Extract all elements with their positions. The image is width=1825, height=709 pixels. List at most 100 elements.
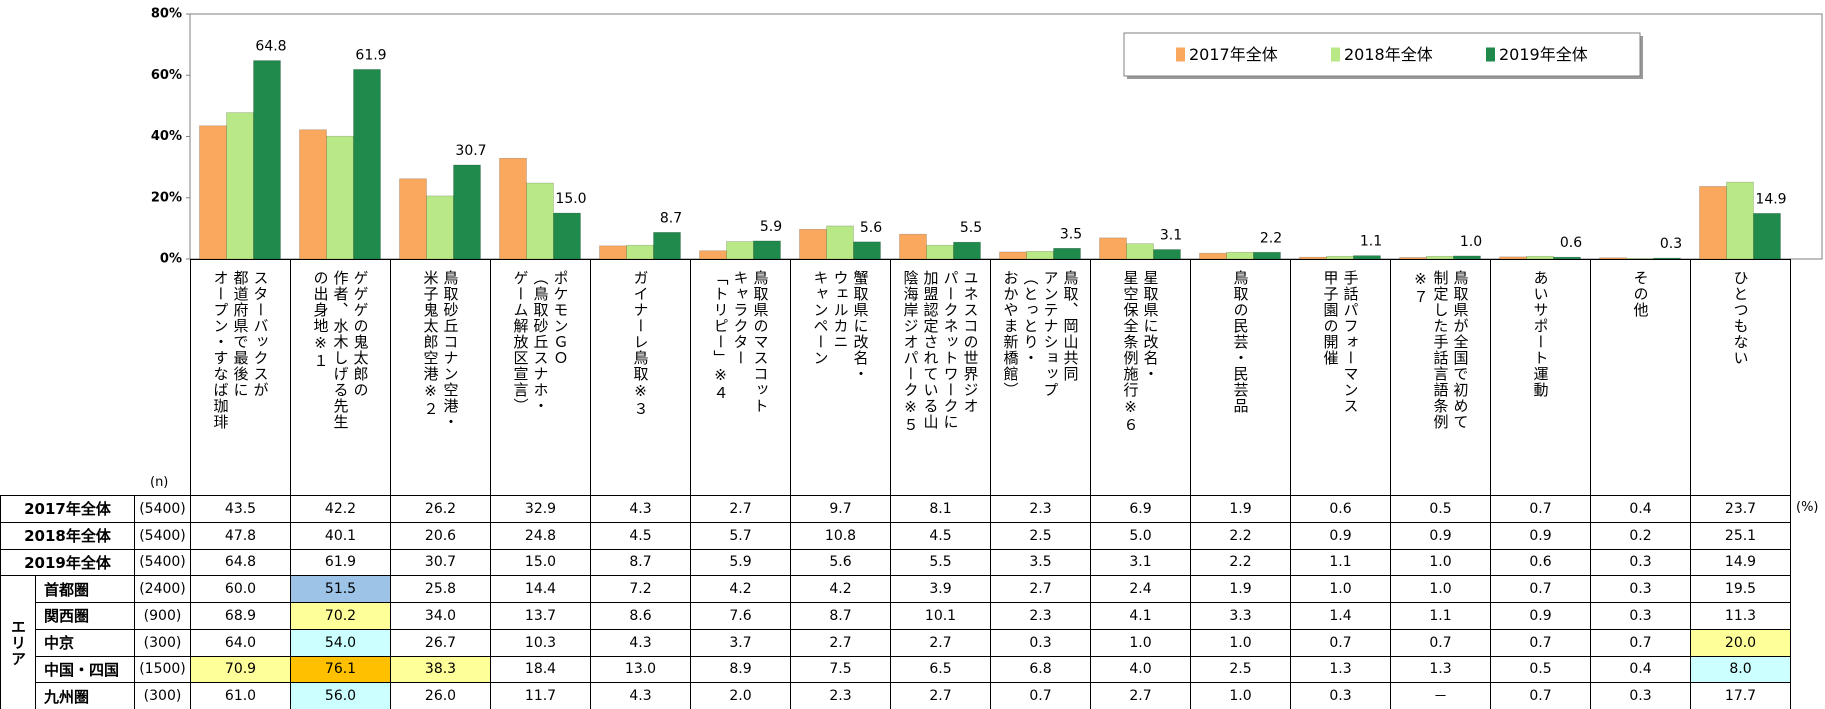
- bar: [326, 135, 354, 260]
- data-label: 0.3: [1660, 236, 1682, 252]
- table-cell: 70.2: [290, 602, 391, 630]
- category-label: ゲゲゲの鬼太郎の 作者、水木しげる先生 の出身地※１: [311, 270, 370, 430]
- row-label: 首都圏: [35, 575, 135, 603]
- table-cell: 14.4: [490, 575, 591, 603]
- legend-label: 2017年全体: [1189, 45, 1278, 64]
- table-cell: 64.8: [190, 548, 291, 577]
- y-tick-label: 40%: [151, 129, 182, 144]
- table-cell: 8.7: [590, 548, 691, 577]
- table-cell: 2.7: [1090, 682, 1191, 709]
- table-cell: 0.7: [1590, 628, 1691, 657]
- data-label: 30.7: [455, 143, 486, 159]
- bar: [399, 178, 427, 260]
- bar: [953, 241, 981, 260]
- y-tick-label: 0%: [160, 252, 182, 267]
- table-cell: 2.7: [890, 682, 991, 709]
- table-cell: 2.7: [990, 575, 1091, 603]
- y-tick-label: 60%: [151, 68, 182, 83]
- table-cell: 2.5: [990, 521, 1091, 550]
- table-cell: 42.2: [290, 495, 391, 523]
- bar: [626, 244, 654, 260]
- category-header: ひとつもない: [1690, 259, 1791, 496]
- table-cell: 1.4: [1290, 602, 1391, 630]
- table-cell: 23.7: [1690, 495, 1791, 523]
- table-cell: 70.9: [190, 655, 291, 684]
- table-cell: 1.0: [1190, 628, 1291, 657]
- table-cell: 0.7: [1290, 628, 1391, 657]
- table-cell: 0.9: [1490, 521, 1591, 550]
- table-cell: 14.9: [1690, 548, 1791, 577]
- table-cell: 8.1: [890, 495, 991, 523]
- row-label: 2017年全体: [0, 495, 135, 523]
- table-cell: 0.7: [1490, 628, 1591, 657]
- table-cell: 0.2: [1590, 521, 1691, 550]
- bar: [1053, 247, 1081, 260]
- table-cell: 0.6: [1490, 548, 1591, 577]
- table-cell: 0.3: [1590, 682, 1691, 709]
- bar: [1099, 237, 1127, 260]
- bar: [553, 212, 581, 260]
- table-cell: 0.3: [1590, 575, 1691, 603]
- table-cell: 1.9: [1190, 495, 1291, 523]
- bar: [1126, 243, 1154, 260]
- bar: [1153, 249, 1181, 260]
- table-cell: 3.1: [1090, 548, 1191, 577]
- data-label: 5.6: [860, 220, 882, 236]
- table-cell: 6.8: [990, 655, 1091, 684]
- data-label: 0.6: [1560, 235, 1582, 251]
- legend-label: 2019年全体: [1499, 45, 1588, 64]
- data-label: 5.5: [960, 220, 982, 236]
- category-label: 鳥取砂丘コナン空港・ 米子鬼太郎空港※２: [421, 270, 460, 430]
- table-cell: 30.7: [390, 548, 491, 577]
- table-cell: 4.3: [590, 682, 691, 709]
- category-header: 蟹取県に改名・ ウェルカニ キャンペーン: [790, 259, 891, 496]
- table-cell: 0.4: [1590, 495, 1691, 523]
- bar: [853, 241, 881, 260]
- bar: [1753, 213, 1781, 260]
- table-cell: 4.2: [690, 575, 791, 603]
- table-cell: 17.7: [1690, 682, 1791, 709]
- bar: [453, 164, 481, 260]
- bar: [753, 240, 781, 260]
- table-cell: 34.0: [390, 602, 491, 630]
- legend-label: 2018年全体: [1344, 45, 1433, 64]
- table-cell: 64.0: [190, 628, 291, 657]
- category-header: 鳥取県のマスコット キャラクター 「トリピー」※４: [690, 259, 791, 496]
- table-cell: 20.0: [1690, 628, 1791, 657]
- bar: [1653, 257, 1681, 260]
- bar: [199, 125, 227, 260]
- table-cell: 3.3: [1190, 602, 1291, 630]
- table-cell: 0.7: [1490, 495, 1591, 523]
- bar: [499, 157, 527, 260]
- row-n: (300): [134, 682, 191, 709]
- category-label: ひとつもない: [1731, 270, 1750, 366]
- category-label: 鳥取県のマスコット キャラクター 「トリピー」※４: [711, 270, 770, 414]
- table-cell: 3.5: [990, 548, 1091, 577]
- table-cell: 51.5: [290, 575, 391, 603]
- table-cell: 1.0: [1390, 575, 1491, 603]
- bar: [226, 112, 254, 260]
- bar: [426, 195, 454, 260]
- table-cell: 10.8: [790, 521, 891, 550]
- category-label: スターバックスが 都道府県で最後に オープン・すなば珈琲: [211, 270, 270, 430]
- category-label: ポケモンＧＯ （鳥取砂丘スナホ・ ゲーム解放区宣言）: [511, 270, 570, 414]
- bar: [999, 251, 1027, 260]
- table-cell: 25.1: [1690, 521, 1791, 550]
- table-cell: 4.5: [890, 521, 991, 550]
- table-cell: 61.9: [290, 548, 391, 577]
- bar: [299, 129, 327, 260]
- bar: [253, 60, 281, 260]
- table-cell: 4.3: [590, 495, 691, 523]
- table-cell: 2.3: [990, 602, 1091, 630]
- table-cell: 68.9: [190, 602, 291, 630]
- table-cell: 61.0: [190, 682, 291, 709]
- table-cell: 2.2: [1190, 521, 1291, 550]
- table-cell: 1.3: [1390, 655, 1491, 684]
- table-cell: 0.9: [1490, 602, 1591, 630]
- bar: [726, 241, 754, 260]
- table-cell: 2.5: [1190, 655, 1291, 684]
- legend-swatch: [1176, 47, 1185, 62]
- category-header: あいサポート運動: [1490, 259, 1591, 496]
- table-cell: 5.6: [790, 548, 891, 577]
- table-cell: 0.7: [990, 682, 1091, 709]
